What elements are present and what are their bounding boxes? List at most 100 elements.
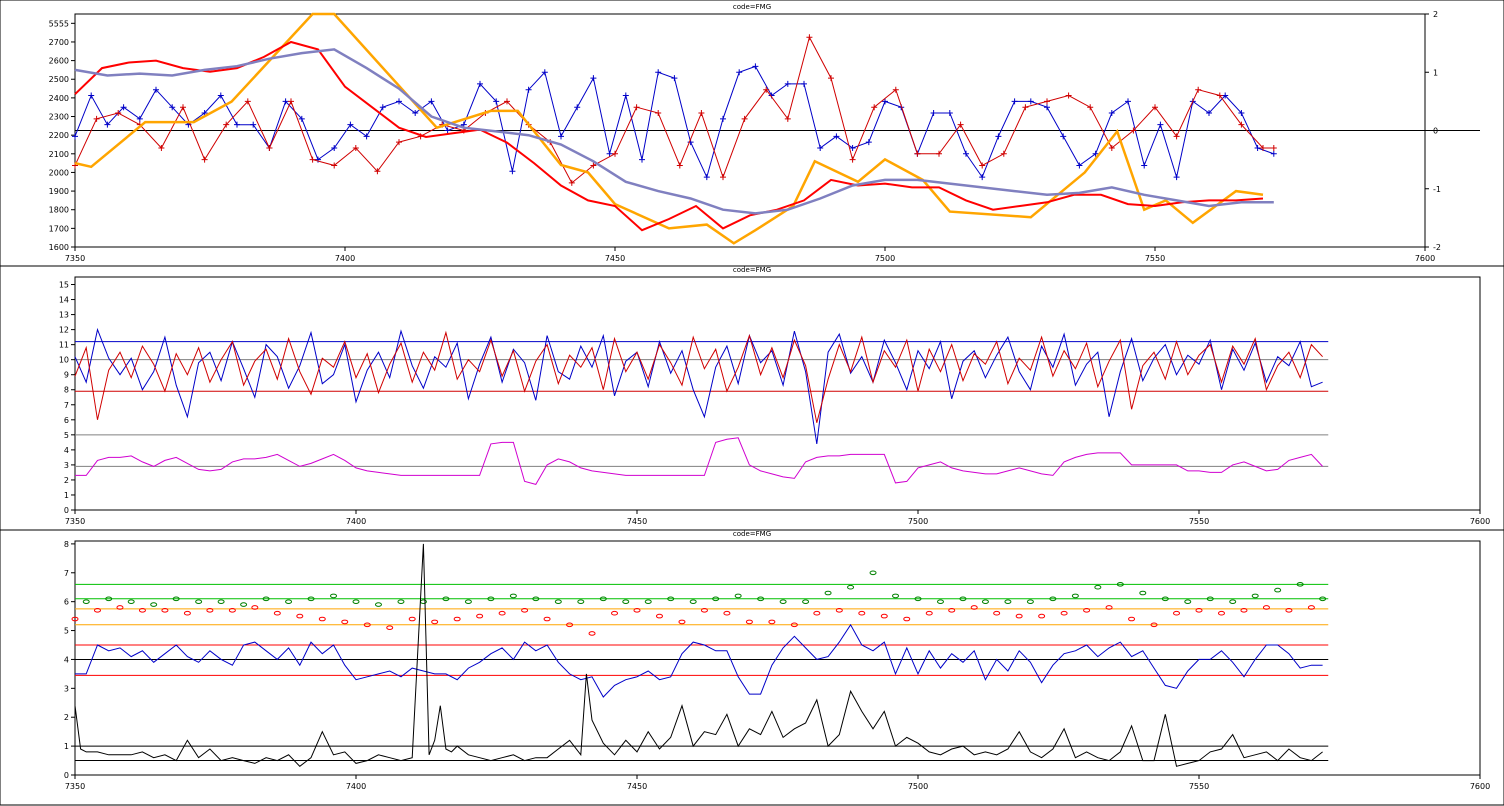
series-marker <box>93 115 100 122</box>
series-marker <box>318 616 326 622</box>
series-line <box>74 40 1264 232</box>
series-marker <box>720 115 726 122</box>
series-marker <box>741 115 748 122</box>
series-marker <box>784 80 791 87</box>
series-marker <box>1087 104 1094 111</box>
series-marker <box>240 602 248 607</box>
series-marker <box>341 619 349 625</box>
x-tick-label: 7400 <box>335 254 355 263</box>
series-marker <box>1270 144 1277 151</box>
series-marker <box>93 608 101 613</box>
x-tick-label: 7450 <box>605 254 625 263</box>
series-marker <box>892 593 900 599</box>
series-marker <box>127 599 135 604</box>
y-tick-label: 11 <box>59 341 69 350</box>
series-marker <box>525 86 532 93</box>
series-marker <box>504 98 510 105</box>
series-marker <box>1092 150 1099 157</box>
series-marker <box>397 599 405 604</box>
x-tick-label: 7600 <box>1415 254 1435 263</box>
series-marker <box>115 110 122 117</box>
series-marker <box>847 584 855 590</box>
series-line <box>74 327 1323 444</box>
series-marker <box>736 69 743 76</box>
series-marker <box>979 162 986 169</box>
x-tick-label: 7400 <box>346 782 366 791</box>
x-tick-label: 7550 <box>1145 254 1165 263</box>
series-marker <box>858 610 866 616</box>
series-marker <box>396 139 402 146</box>
series-marker <box>914 596 922 602</box>
series-marker <box>374 602 382 607</box>
series-marker <box>813 610 821 616</box>
series-marker <box>363 622 371 628</box>
series-line <box>75 623 1323 698</box>
x-tick-label: 7500 <box>908 517 928 526</box>
series-marker <box>946 110 953 117</box>
series-marker <box>612 150 618 157</box>
series-marker <box>234 121 240 128</box>
series-marker <box>498 610 506 616</box>
series-marker <box>554 599 562 604</box>
series-marker <box>948 608 956 613</box>
series-marker <box>930 110 937 117</box>
series-marker <box>622 599 630 604</box>
x-tick-label: 7350 <box>65 517 85 526</box>
y-tick-label: 3 <box>64 461 69 470</box>
x-tick-label: 7400 <box>346 517 366 526</box>
series-marker <box>1217 610 1225 616</box>
y-tick-label: 7 <box>64 569 69 578</box>
y-tick-label: 2100 <box>49 150 69 159</box>
series-marker <box>331 162 338 169</box>
series-marker <box>262 596 270 602</box>
series-marker <box>104 121 111 128</box>
y-tick-label: 7 <box>64 401 69 410</box>
series-marker <box>464 599 472 604</box>
series-marker <box>347 121 354 128</box>
x-tick-label: 7500 <box>908 782 928 791</box>
series-marker <box>217 599 225 604</box>
series-marker <box>444 127 451 134</box>
series-marker <box>871 104 878 111</box>
series-marker <box>1105 605 1113 610</box>
series-marker <box>1296 582 1304 587</box>
series-marker <box>606 150 613 157</box>
series-marker <box>379 104 386 111</box>
series-marker <box>282 98 289 105</box>
series-marker <box>689 599 697 604</box>
series-marker <box>880 613 888 619</box>
series-marker <box>667 596 675 602</box>
series-marker <box>849 156 856 163</box>
series-marker <box>676 162 683 169</box>
series-marker <box>590 75 597 82</box>
series-marker <box>138 608 146 613</box>
y-tick-label: 13 <box>59 311 69 320</box>
series-marker <box>720 174 726 181</box>
y-tick-label: 6 <box>64 416 69 425</box>
series-marker <box>1038 613 1046 619</box>
series-marker <box>1116 582 1124 587</box>
y-tick-label: 1700 <box>49 224 69 233</box>
series-marker <box>1260 144 1266 151</box>
y2-tick-label: 1 <box>1433 68 1438 77</box>
series-marker <box>88 92 95 99</box>
y-tick-label: 5 <box>64 431 69 440</box>
series-line <box>74 543 1323 767</box>
series-marker <box>644 599 652 604</box>
x-tick-label: 7500 <box>875 254 895 263</box>
series-marker <box>477 80 483 87</box>
x-tick-label: 7350 <box>65 782 85 791</box>
series-marker <box>1251 593 1259 599</box>
panel-2-frame <box>0 265 1504 531</box>
panel-2-title: code=FMG <box>733 266 771 274</box>
series-marker <box>970 605 978 610</box>
x-tick-label: 7550 <box>1189 782 1209 791</box>
series-marker <box>543 616 551 622</box>
series-marker <box>1108 144 1115 151</box>
series-marker <box>1222 92 1229 99</box>
series-marker <box>72 133 78 140</box>
y-tick-label: 6 <box>64 598 69 607</box>
series-marker <box>374 168 381 175</box>
series-marker <box>1157 121 1164 128</box>
series-marker <box>431 619 439 625</box>
